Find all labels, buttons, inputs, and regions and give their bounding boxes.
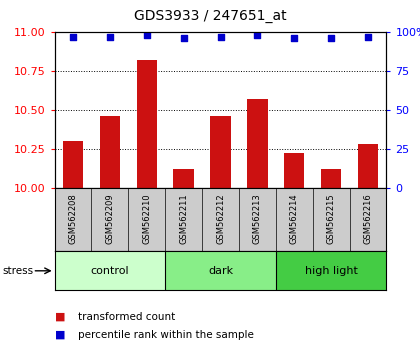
Text: GSM562211: GSM562211 <box>179 193 188 244</box>
Bar <box>284 153 304 188</box>
Text: transformed count: transformed count <box>78 312 175 322</box>
Text: GSM562213: GSM562213 <box>253 193 262 244</box>
Bar <box>276 251 386 290</box>
Bar <box>349 188 386 251</box>
Bar <box>312 188 349 251</box>
Text: GSM562214: GSM562214 <box>290 193 299 244</box>
Point <box>291 35 298 41</box>
Point <box>180 35 187 41</box>
Text: percentile rank within the sample: percentile rank within the sample <box>78 330 254 339</box>
Text: ■: ■ <box>55 330 68 339</box>
Point <box>365 34 371 39</box>
Bar <box>202 188 239 251</box>
Text: GSM562212: GSM562212 <box>216 193 225 244</box>
Text: high light: high light <box>304 266 357 276</box>
Bar <box>173 169 194 188</box>
Point <box>107 34 113 39</box>
Bar <box>165 251 276 290</box>
Point <box>254 32 261 38</box>
Bar <box>63 141 83 188</box>
Text: GSM562215: GSM562215 <box>327 193 336 244</box>
Point <box>217 34 224 39</box>
Text: GSM562208: GSM562208 <box>68 193 78 244</box>
Text: ■: ■ <box>55 312 68 322</box>
Point <box>70 34 76 39</box>
Bar <box>276 188 312 251</box>
Point <box>328 35 334 41</box>
Bar <box>55 188 92 251</box>
Bar <box>247 99 268 188</box>
Bar <box>321 169 341 188</box>
Text: GSM562216: GSM562216 <box>363 193 373 244</box>
Text: GSM562210: GSM562210 <box>142 193 151 244</box>
Text: GSM562209: GSM562209 <box>105 193 114 244</box>
Bar <box>55 251 165 290</box>
Text: dark: dark <box>208 266 233 276</box>
Bar <box>239 188 276 251</box>
Text: GDS3933 / 247651_at: GDS3933 / 247651_at <box>134 9 286 23</box>
Text: control: control <box>91 266 129 276</box>
Bar <box>92 188 129 251</box>
Bar <box>100 116 120 188</box>
Point <box>143 32 150 38</box>
Bar <box>129 188 165 251</box>
Bar <box>210 116 231 188</box>
Bar <box>358 144 378 188</box>
Bar <box>136 60 157 188</box>
Text: stress: stress <box>2 266 33 276</box>
Bar <box>165 188 202 251</box>
